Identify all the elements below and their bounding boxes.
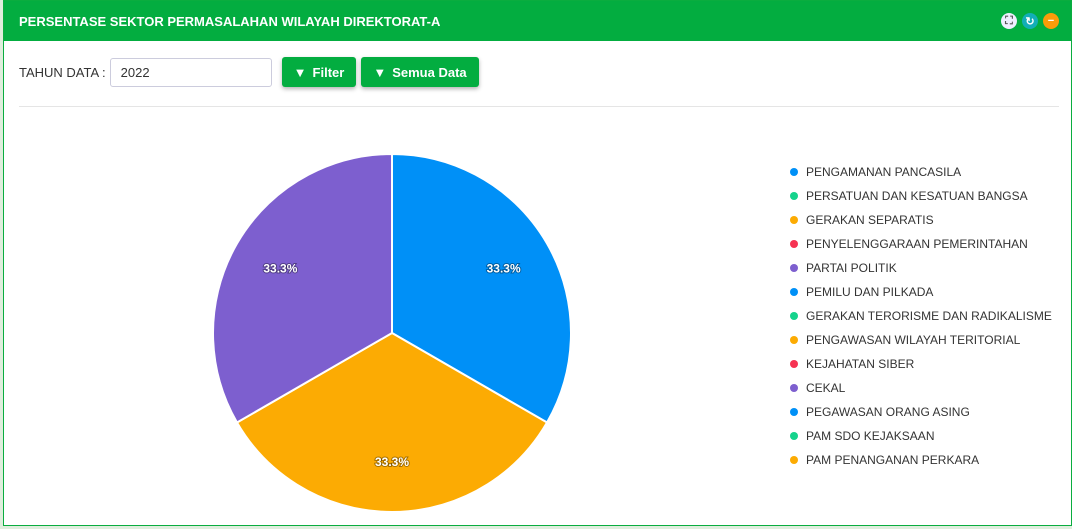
legend-item[interactable]: PERSATUAN DAN KESATUAN BANGSA [790, 184, 1052, 208]
legend-item[interactable]: PEMILU DAN PILKADA [790, 280, 1052, 304]
legend-dot-icon [790, 264, 798, 272]
slice-label: 33.3% [263, 262, 297, 276]
filter-icon: ▼ [373, 64, 387, 80]
legend-item[interactable]: PENGAMANAN PANCASILA [790, 160, 1052, 184]
slice-label: 33.3% [375, 455, 409, 469]
legend-dot-icon [790, 456, 798, 464]
legend-label: PERSATUAN DAN KESATUAN BANGSA [806, 189, 1028, 203]
legend-item[interactable]: PARTAI POLITIK [790, 256, 1052, 280]
card-title: PERSENTASE SEKTOR PERMASALAHAN WILAYAH D… [19, 13, 441, 29]
legend-label: PARTAI POLITIK [806, 261, 897, 275]
legend-item[interactable]: GERAKAN TERORISME DAN RADIKALISME [790, 304, 1052, 328]
legend-item[interactable]: PAM SDO KEJAKSAAN [790, 424, 1052, 448]
legend-item[interactable]: CEKAL [790, 376, 1052, 400]
legend-item[interactable]: PEGAWASAN ORANG ASING [790, 400, 1052, 424]
year-label: TAHUN DATA : [19, 64, 106, 80]
legend-label: PENYELENGGARAAN PEMERINTAHAN [806, 237, 1028, 251]
card-header: PERSENTASE SEKTOR PERMASALAHAN WILAYAH D… [4, 1, 1071, 41]
legend-dot-icon [790, 384, 798, 392]
legend-dot-icon [790, 408, 798, 416]
year-input[interactable] [109, 57, 272, 87]
legend-item[interactable]: PENGAWASAN WILAYAH TERITORIAL [790, 328, 1052, 352]
legend-dot-icon [790, 432, 798, 440]
all-data-button-label: Semua Data [392, 64, 467, 80]
minimize-icon[interactable]: − [1043, 13, 1059, 29]
filter-button-label: Filter [312, 64, 345, 80]
legend-dot-icon [790, 312, 798, 320]
filter-bar: TAHUN DATA : ▼ Filter ▼ Semua Data [19, 57, 479, 87]
legend-label: PEMILU DAN PILKADA [806, 285, 934, 299]
filter-icon: ▼ [293, 64, 307, 80]
all-data-button[interactable]: ▼ Semua Data [361, 57, 479, 87]
filter-button[interactable]: ▼ Filter [281, 57, 357, 87]
slice-label: 33.3% [487, 262, 521, 276]
legend-label: PENGAWASAN WILAYAH TERITORIAL [806, 333, 1021, 347]
legend-label: PEGAWASAN ORANG ASING [806, 405, 970, 419]
legend-dot-icon [790, 336, 798, 344]
legend-dot-icon [790, 240, 798, 248]
legend-label: KEJAHATAN SIBER [806, 357, 915, 371]
legend-item[interactable]: PAM PENANGANAN PERKARA [790, 448, 1052, 472]
legend-item[interactable]: KEJAHATAN SIBER [790, 352, 1052, 376]
legend-item[interactable]: GERAKAN SEPARATIS [790, 208, 1052, 232]
chart-legend: PENGAMANAN PANCASILA PERSATUAN DAN KESATU… [790, 160, 1052, 472]
legend-dot-icon [790, 216, 798, 224]
divider [19, 106, 1059, 107]
legend-label: PAM SDO KEJAKSAAN [806, 429, 935, 443]
expand-icon[interactable]: ⛶ [1001, 13, 1017, 29]
legend-label: CEKAL [806, 381, 846, 395]
legend-dot-icon [790, 192, 798, 200]
legend-dot-icon [790, 288, 798, 296]
legend-dot-icon [790, 168, 798, 176]
legend-item[interactable]: PENYELENGGARAAN PEMERINTAHAN [790, 232, 1052, 256]
legend-label: GERAKAN SEPARATIS [806, 213, 934, 227]
legend-label: PAM PENANGANAN PERKARA [806, 453, 980, 467]
pie-slice-0[interactable] [391, 152, 572, 424]
pie-slice-4[interactable] [212, 152, 393, 424]
legend-label: GERAKAN TERORISME DAN RADIKALISME [806, 309, 1052, 323]
refresh-icon[interactable]: ↻ [1022, 13, 1038, 29]
legend-label: PENGAMANAN PANCASILA [806, 165, 962, 179]
legend-dot-icon [790, 360, 798, 368]
